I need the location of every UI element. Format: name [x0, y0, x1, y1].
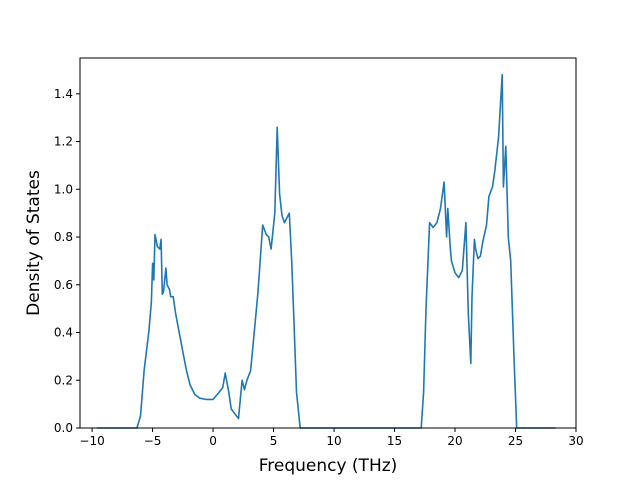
- x-tick-label: 10: [326, 434, 341, 448]
- x-axis-label: Frequency (THz): [259, 456, 398, 476]
- x-tick-label: 20: [447, 434, 462, 448]
- y-tick-label: 0.8: [54, 230, 73, 244]
- y-tick-label: 1.0: [54, 182, 73, 196]
- x-tick-label: −5: [144, 434, 162, 448]
- y-tick-label: 0.6: [54, 278, 73, 292]
- axes-frame: [79, 57, 577, 429]
- y-axis-label: Density of States: [24, 170, 44, 316]
- dos-series-line-0: [96, 73, 556, 429]
- x-tick-label: 30: [568, 434, 583, 448]
- y-tick-label: 0.4: [54, 326, 73, 340]
- y-tick-label: 0.2: [54, 373, 73, 387]
- x-tick-label: 0: [209, 434, 217, 448]
- x-axis-ticks: −10 −5 0 5 10 15 20 25 30: [79, 428, 584, 448]
- plot-series: [96, 73, 556, 429]
- y-axis-ticks: 0.0 0.2 0.4 0.6 0.8 1.0 1.2 1.4: [54, 87, 80, 435]
- x-tick-label: 15: [387, 434, 402, 448]
- x-tick-label: 5: [270, 434, 278, 448]
- y-tick-label: 1.4: [54, 87, 73, 101]
- y-tick-label: 0.0: [54, 421, 73, 435]
- x-tick-label: 25: [508, 434, 523, 448]
- x-tick-label: −10: [79, 434, 104, 448]
- y-tick-label: 1.2: [54, 135, 73, 149]
